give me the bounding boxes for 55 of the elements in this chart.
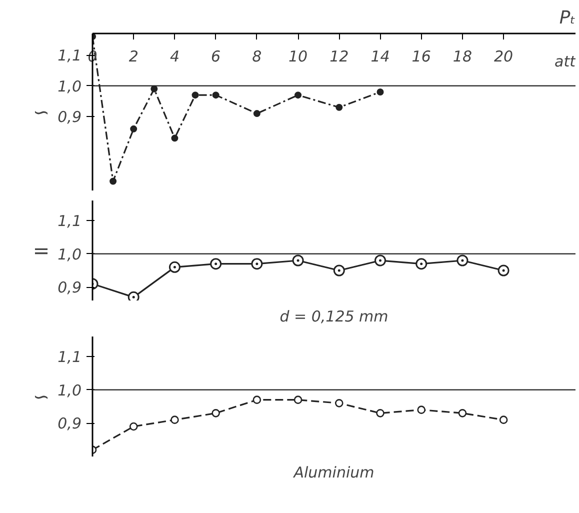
point: [251, 258, 263, 270]
y-axis-title: ∽: [32, 384, 50, 408]
x-tick-label: 4: [170, 48, 180, 66]
point: [294, 92, 302, 99]
y-tick-label: 1,0: [58, 381, 82, 400]
point: [128, 291, 140, 300]
y-tick-label: 1,1: [58, 348, 82, 366]
text: d = 0,125 mm: [280, 308, 388, 326]
y-tick-label: 1,0: [58, 77, 82, 96]
point: [294, 396, 302, 404]
point: [168, 261, 180, 273]
point: [192, 92, 199, 99]
point: [456, 254, 468, 266]
point: [458, 409, 467, 418]
x-tick-label: 8: [252, 48, 262, 66]
point: [417, 406, 426, 414]
y-axis-title: ∽: [32, 100, 50, 124]
point: [130, 125, 138, 132]
y-tick-label: 0,9: [58, 278, 82, 297]
point: [292, 254, 304, 266]
point: [416, 258, 428, 270]
x-tick-label: 20: [494, 48, 514, 66]
x-tick-label: 12: [330, 48, 349, 66]
point: [333, 264, 345, 276]
point: [210, 258, 222, 270]
text: Aluminium: [292, 464, 374, 482]
y-tick-label: 1,1: [58, 212, 82, 230]
point: [376, 88, 384, 96]
point: [129, 422, 138, 431]
point: [252, 396, 262, 404]
x-tick-label: 18: [452, 48, 472, 66]
point: [253, 110, 260, 118]
point: [110, 178, 117, 185]
y-tick-label: 0,9: [58, 414, 82, 433]
y-axis-title: =: [32, 238, 50, 262]
point: [374, 254, 386, 266]
y-tick-label: 1,1: [58, 46, 82, 65]
point: [499, 416, 508, 424]
x-axis-title: Pₜ: [559, 8, 576, 28]
y-tick-label: 0,9: [58, 108, 82, 126]
y-tick-label: 1,0: [58, 245, 82, 264]
point: [498, 264, 510, 276]
point: [336, 104, 343, 111]
x-tick-label: 10: [288, 48, 308, 66]
point: [150, 85, 158, 92]
point: [212, 92, 220, 99]
point: [212, 409, 220, 418]
x-tick-label: 2: [128, 48, 138, 66]
point: [170, 416, 179, 424]
point: [376, 409, 384, 418]
x-tick-label: 16: [412, 48, 431, 66]
point: [334, 399, 344, 408]
point: [171, 134, 178, 142]
x-tick-label: 14: [370, 48, 390, 66]
x-tick-label: 6: [211, 48, 221, 66]
